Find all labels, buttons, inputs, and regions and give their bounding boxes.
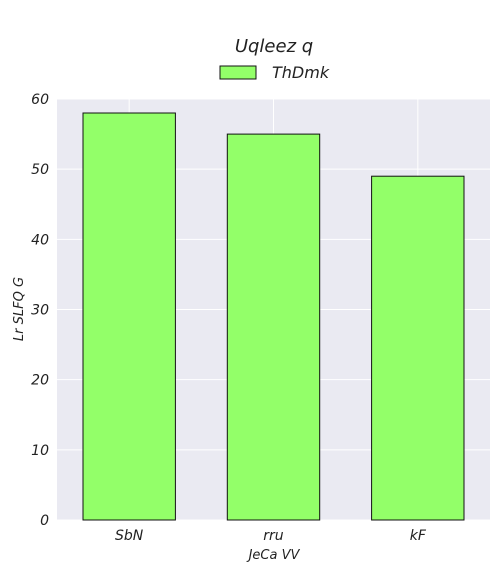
y-axis-label: Lr SLFQ G [12, 277, 27, 341]
x-tick-label: rru [263, 528, 284, 544]
legend-label: ThDmk [272, 63, 330, 82]
y-tick-label: 10 [31, 443, 49, 459]
bar-sbn [83, 113, 175, 520]
y-tick-label: 60 [31, 92, 49, 108]
y-tick-label: 0 [40, 513, 49, 529]
x-tick-label: kF [410, 528, 427, 544]
chart-title: Uqleez q [235, 36, 313, 57]
legend: ThDmk [220, 63, 330, 82]
y-tick-label: 40 [31, 232, 49, 248]
legend-swatch [220, 66, 256, 79]
x-tick-label: SbN [115, 528, 144, 544]
y-tick-label: 30 [31, 303, 49, 319]
y-tick-labels: 0 10 20 30 40 50 60 [31, 92, 49, 529]
x-axis-label: JeCa VV [246, 548, 301, 563]
y-tick-label: 20 [31, 373, 49, 389]
y-tick-label: 50 [31, 162, 49, 178]
bar-rru [227, 134, 319, 520]
x-tick-labels: SbN rru kF [115, 528, 427, 544]
bar-kf [372, 176, 464, 520]
